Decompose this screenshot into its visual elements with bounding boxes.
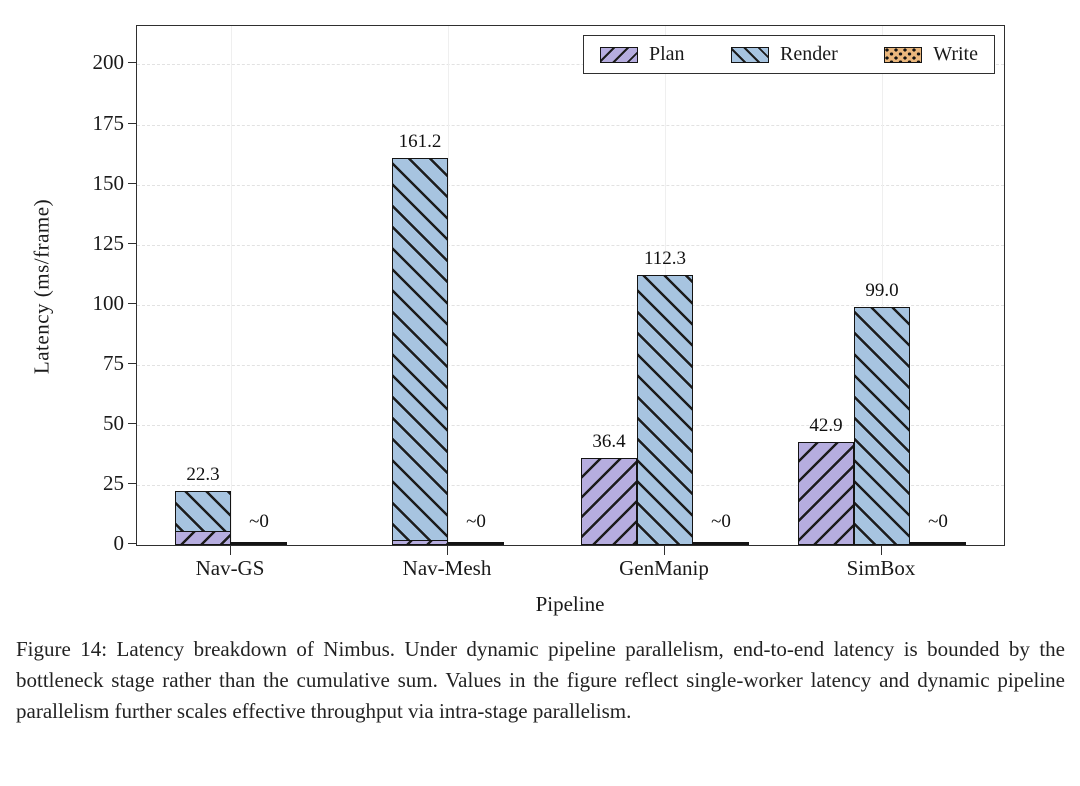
legend-label-plan: Plan bbox=[649, 43, 685, 65]
y-tick-mark bbox=[128, 362, 136, 364]
plan-value-label: 36.4 bbox=[592, 430, 626, 452]
y-tick-mark bbox=[128, 242, 136, 244]
chart-legend: Plan Render Write bbox=[583, 35, 995, 74]
plot-area: Plan Render Write 22.3 ~0 161.2 ~0 112.3 36.4… bbox=[136, 25, 1005, 546]
legend-entry-plan: Plan bbox=[600, 43, 685, 66]
legend-entry-write: Write bbox=[884, 43, 978, 66]
legend-entry-render: Render bbox=[731, 43, 838, 66]
plan-bar bbox=[798, 441, 854, 545]
y-gridline bbox=[137, 424, 1004, 426]
render-value-label: 22.3 bbox=[186, 464, 220, 486]
y-gridline bbox=[137, 184, 1004, 186]
plan-swatch-icon bbox=[600, 46, 638, 63]
y-tick-label: 100 bbox=[92, 290, 125, 315]
x-tick-mark bbox=[664, 546, 665, 555]
y-tick-mark bbox=[128, 182, 136, 184]
legend-label-write: Write bbox=[933, 43, 978, 65]
x-tick-label: Nav-Mesh bbox=[402, 556, 492, 580]
y-tick-label: 75 bbox=[103, 350, 124, 375]
render-bar bbox=[637, 275, 693, 545]
y-tick-mark bbox=[128, 62, 136, 64]
legend-label-render: Render bbox=[780, 43, 838, 65]
y-gridline bbox=[137, 364, 1004, 366]
write-bar bbox=[693, 542, 749, 545]
write-bar bbox=[910, 542, 966, 545]
render-bar bbox=[392, 157, 448, 545]
x-tick-mark bbox=[881, 546, 882, 555]
y-tick-label: 175 bbox=[92, 110, 125, 135]
write-value-label: ~0 bbox=[249, 511, 269, 532]
y-axis-title: Latency (ms/frame) bbox=[29, 198, 54, 375]
x-axis-title: Pipeline bbox=[535, 592, 605, 616]
y-gridline bbox=[137, 484, 1004, 486]
write-value-label: ~0 bbox=[928, 511, 948, 532]
x-gridline bbox=[882, 26, 883, 545]
figure-caption: Figure 14: Latency breakdown of Nimbus. … bbox=[16, 637, 1065, 724]
render-value-label: 161.2 bbox=[398, 130, 442, 152]
x-tick-label: GenManip bbox=[619, 556, 709, 580]
y-tick-mark bbox=[128, 482, 136, 484]
render-swatch-icon bbox=[731, 46, 770, 63]
write-value-label: ~0 bbox=[466, 511, 486, 532]
render-value-label: 112.3 bbox=[643, 248, 687, 270]
y-gridline bbox=[137, 304, 1004, 306]
y-tick-mark bbox=[128, 302, 136, 304]
plan-bar bbox=[175, 530, 231, 545]
x-gridline bbox=[231, 26, 232, 545]
x-tick-mark bbox=[230, 546, 231, 555]
y-tick-mark bbox=[128, 122, 136, 124]
y-tick-mark bbox=[128, 543, 136, 544]
y-gridline bbox=[137, 244, 1004, 246]
plan-bar bbox=[581, 457, 637, 545]
write-value-label: ~0 bbox=[711, 511, 731, 532]
y-tick-label: 50 bbox=[103, 410, 124, 435]
render-value-label: 99.0 bbox=[865, 280, 899, 302]
y-tick-label: 0 bbox=[113, 531, 125, 555]
y-tick-label: 125 bbox=[92, 230, 125, 255]
y-tick-mark bbox=[128, 422, 136, 424]
y-tick-label: 25 bbox=[103, 470, 124, 495]
plan-value-label: 42.9 bbox=[809, 414, 843, 436]
write-bar bbox=[231, 542, 287, 545]
plan-bar bbox=[392, 540, 448, 545]
y-gridline bbox=[137, 64, 1004, 66]
y-tick-label: 150 bbox=[92, 170, 125, 195]
x-tick-mark bbox=[447, 546, 448, 555]
render-bar bbox=[854, 307, 910, 545]
latency-bar-chart: Plan Render Write 22.3 ~0 161.2 ~0 112.3 36.4… bbox=[29, 25, 1005, 616]
y-tick-label: 200 bbox=[92, 50, 125, 75]
write-bar bbox=[448, 542, 504, 545]
write-swatch-icon bbox=[884, 46, 923, 63]
x-tick-label: SimBox bbox=[846, 556, 916, 580]
x-tick-label: Nav-GS bbox=[195, 556, 265, 580]
x-gridline bbox=[448, 26, 449, 545]
y-gridline bbox=[137, 124, 1004, 126]
